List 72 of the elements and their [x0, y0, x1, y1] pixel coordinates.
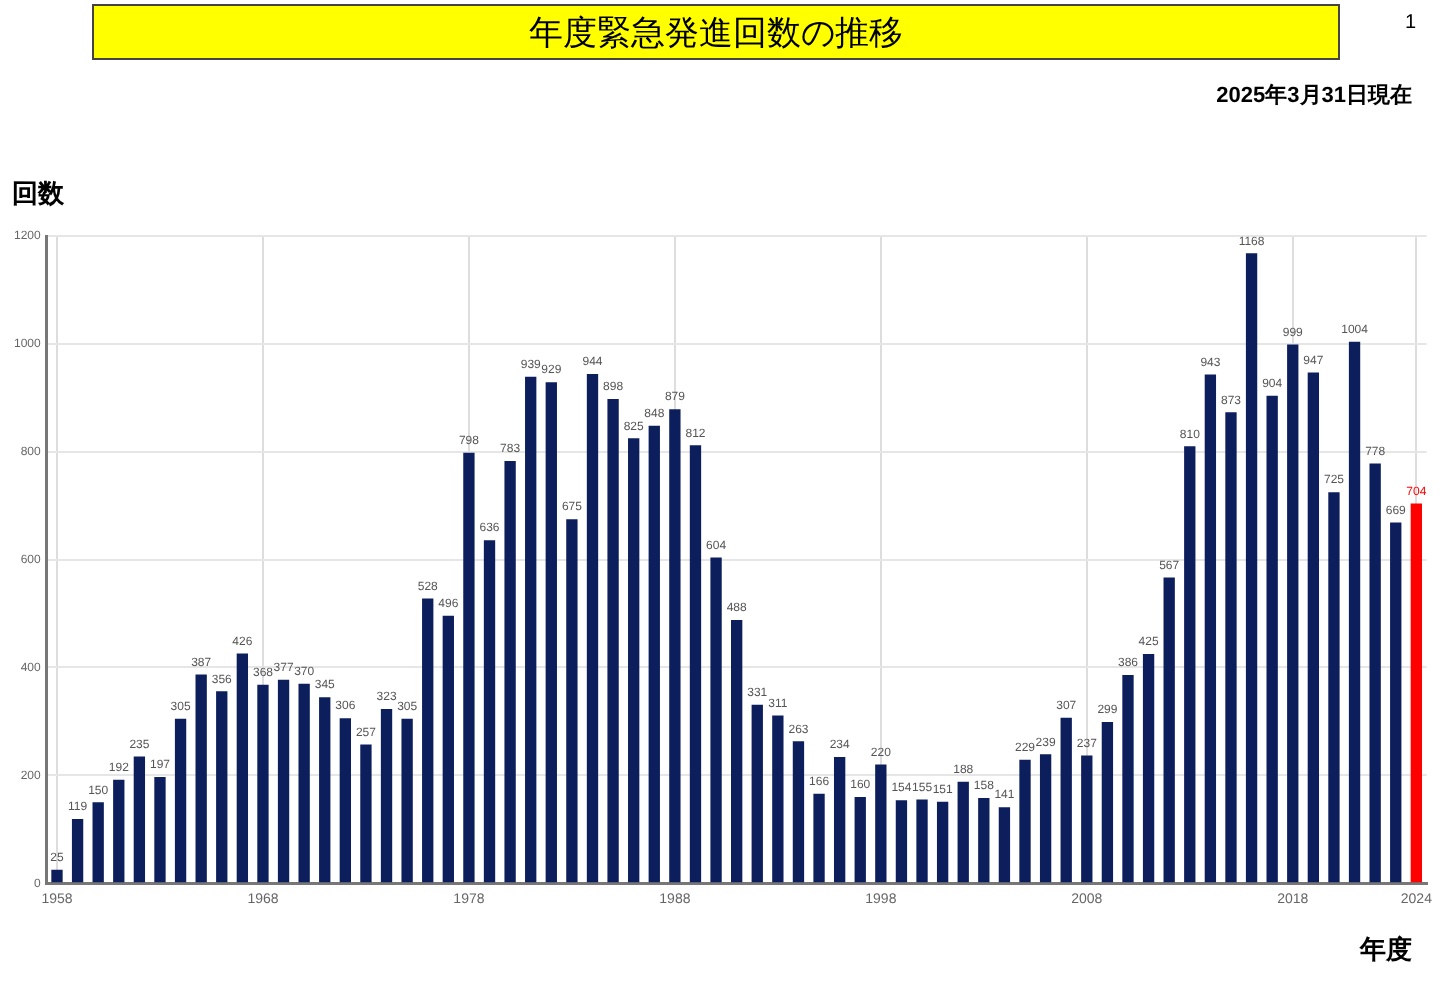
bar [525, 376, 537, 883]
bar [380, 709, 393, 883]
bar [1039, 754, 1052, 883]
bar [298, 683, 310, 883]
bar [957, 781, 969, 883]
bar [133, 756, 146, 883]
bar [174, 718, 187, 883]
bar [710, 557, 722, 883]
bar [586, 374, 599, 883]
bar [113, 779, 125, 883]
bar [360, 744, 372, 883]
bar [648, 425, 660, 883]
bar [751, 704, 763, 883]
bar [1019, 759, 1031, 883]
bar [1287, 344, 1299, 883]
bar [422, 598, 434, 883]
bar [607, 398, 619, 883]
bar [1410, 503, 1422, 883]
bar [51, 869, 63, 883]
bar [895, 800, 908, 883]
bar [1245, 253, 1258, 883]
bar [277, 679, 290, 883]
bar [772, 715, 784, 883]
bar [401, 718, 413, 883]
bar [236, 653, 249, 883]
bar [1390, 522, 1402, 883]
bar [669, 409, 681, 883]
bar [813, 793, 825, 883]
bar [1307, 372, 1320, 883]
bar [442, 615, 454, 883]
bar [1369, 463, 1381, 883]
text: 1 [1404, 12, 1416, 34]
chart-subtitle: 2025年3月31日現在 [1216, 81, 1412, 110]
bar [195, 674, 207, 883]
bar [1266, 395, 1278, 883]
bar [545, 382, 557, 883]
bar [1184, 446, 1196, 883]
bar [854, 796, 866, 883]
bar [1081, 755, 1093, 883]
bar [339, 718, 351, 883]
bar [154, 776, 166, 883]
bar [1122, 675, 1134, 883]
bar [463, 452, 475, 883]
bar [257, 684, 269, 883]
bar [998, 807, 1011, 883]
bar [792, 741, 805, 883]
bar [216, 691, 228, 883]
bar [1101, 721, 1114, 883]
y-axis-title: 回数 [12, 176, 64, 212]
bar [1163, 577, 1175, 883]
bar [1348, 341, 1361, 883]
bar [628, 438, 640, 883]
bar [319, 697, 331, 883]
chart-title: 年度緊急発進回数の推移 [92, 4, 1340, 60]
bar [689, 445, 702, 883]
bar [1328, 492, 1340, 883]
bar [566, 519, 578, 883]
bar [875, 764, 887, 883]
bar [1142, 653, 1155, 883]
bar [1225, 412, 1237, 883]
bar [833, 757, 846, 883]
bar [1060, 717, 1072, 883]
bar [504, 460, 516, 883]
bar [731, 620, 743, 883]
x-axis-title: 年度 [1360, 932, 1412, 968]
bar [92, 802, 104, 883]
bar [71, 819, 84, 883]
bar [936, 801, 949, 883]
bar [1204, 374, 1217, 883]
bar [916, 799, 928, 883]
bar [978, 797, 990, 883]
bar [483, 540, 496, 883]
